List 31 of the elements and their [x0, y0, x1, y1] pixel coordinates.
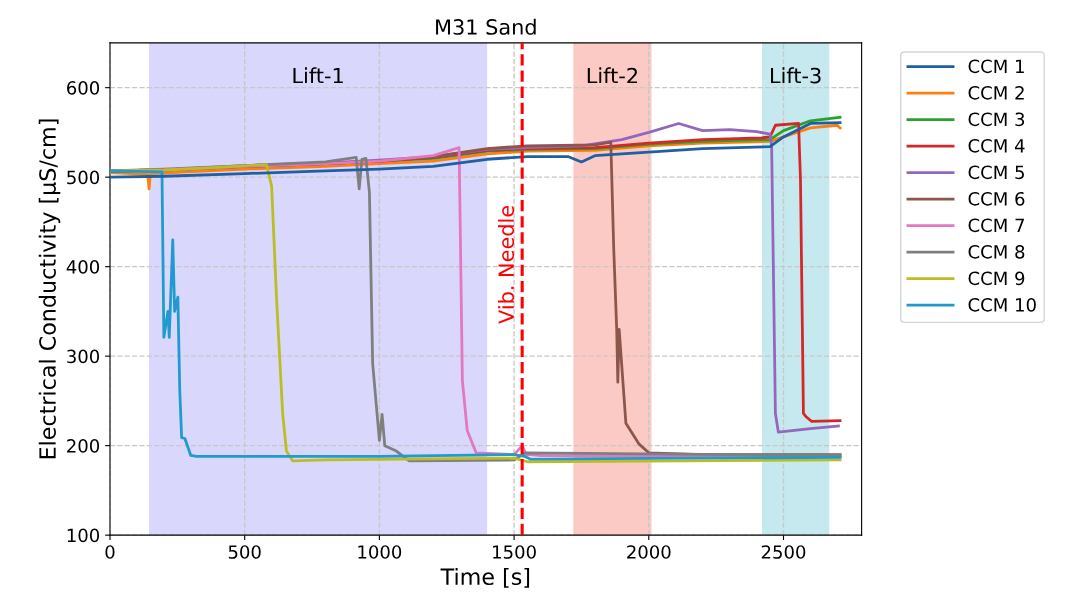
x-tick-label: 2000 — [627, 545, 671, 559]
y-tick-label: 300 — [67, 349, 100, 364]
legend-label: CCM 3 — [968, 112, 1025, 127]
x-tick-label: 1000 — [358, 545, 402, 559]
legend-label: CCM 1 — [968, 59, 1024, 74]
y-axis-title: Electrical Conductivity [µS/cm] — [38, 119, 61, 459]
y-tick-label: 600 — [67, 81, 100, 95]
legend-label: CCM 5 — [968, 165, 1024, 180]
x-tick-label: 0 — [105, 545, 115, 559]
legend-label: CCM 6 — [968, 191, 1025, 206]
legend-label: CCM 9 — [968, 271, 1025, 286]
y-tick-label: 400 — [66, 260, 100, 274]
y-tick-label: 100 — [67, 528, 100, 543]
x-axis-title: Time [s] — [440, 567, 530, 588]
x-tick-label: 1500 — [493, 545, 536, 559]
line-series — [109, 123, 842, 191]
legend-label: CCM 10 — [968, 298, 1036, 312]
x-tick-label: 500 — [228, 545, 261, 559]
legend-label: CCM 8 — [968, 244, 1025, 259]
x-tick-label: 2500 — [761, 545, 806, 559]
chart-title: M31 Sand — [436, 18, 536, 35]
y-tick-label: 500 — [67, 170, 100, 185]
y-tick-label: 200 — [67, 439, 100, 453]
ref-line-label: Vib. Needle — [497, 205, 515, 324]
legend-label: CCM 2 — [968, 85, 1024, 100]
band-label: Lift-1 — [293, 67, 343, 84]
band-label: Lift-3 — [771, 67, 821, 84]
band-label: Lift-2 — [587, 67, 637, 84]
legend-label: CCM 7 — [968, 218, 1024, 233]
line-series — [109, 121, 842, 179]
legend-label: CCM 4 — [968, 138, 1025, 153]
